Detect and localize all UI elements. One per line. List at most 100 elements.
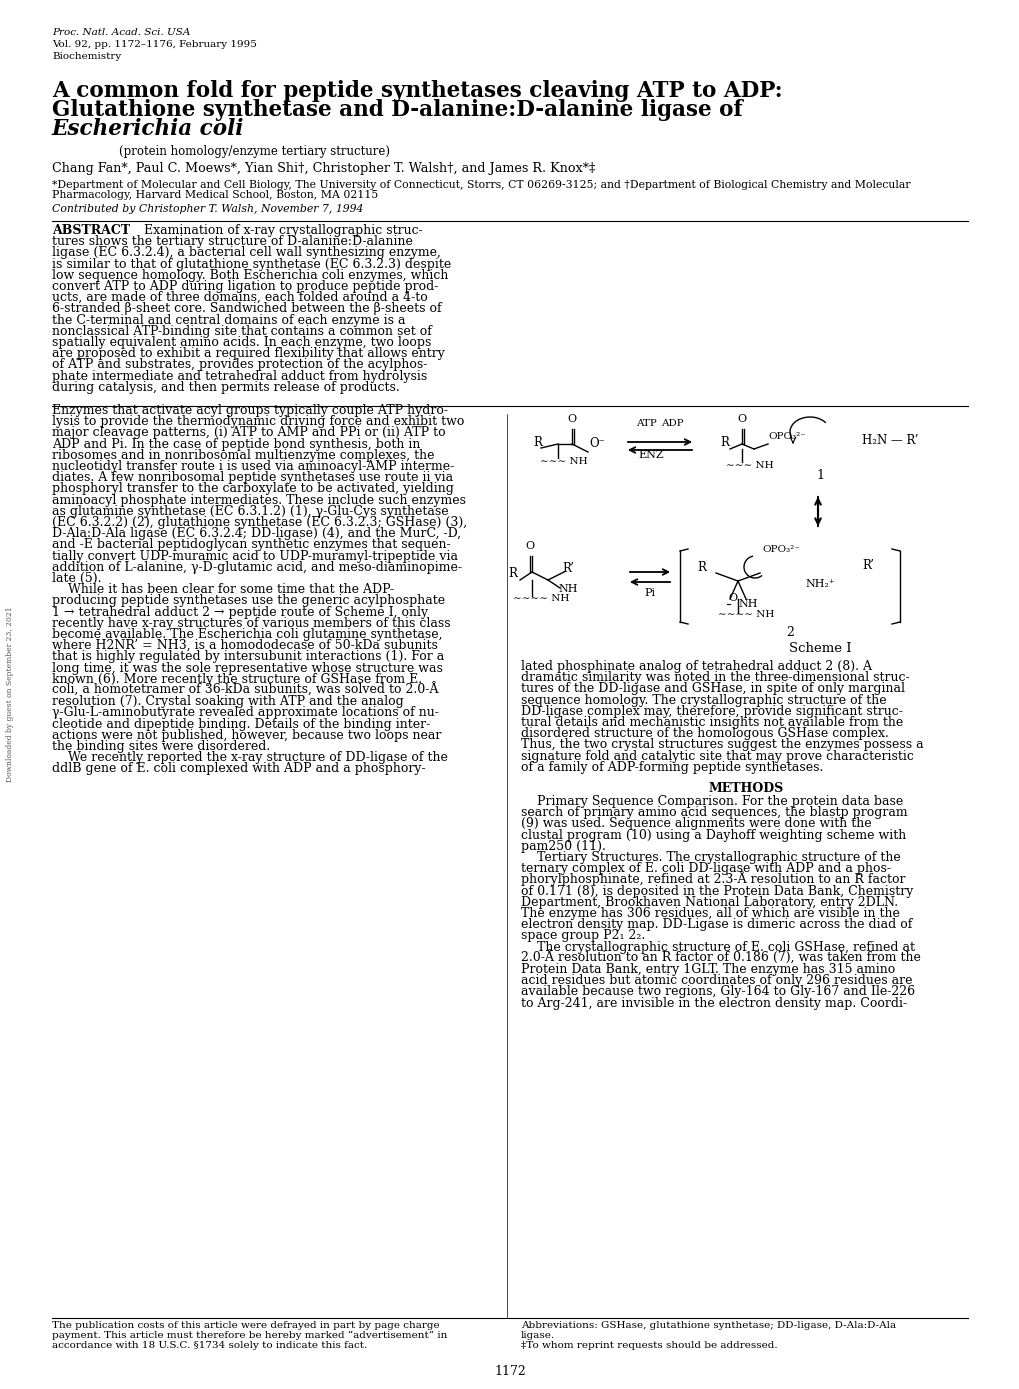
Text: ribosomes and in nonribosomal multienzyme complexes, the: ribosomes and in nonribosomal multienzym… (52, 449, 434, 461)
Text: clustal program (10) using a Dayhoff weighting scheme with: clustal program (10) using a Dayhoff wei… (521, 829, 905, 842)
Text: low sequence homology. Both Escherichia coli enzymes, which: low sequence homology. Both Escherichia … (52, 269, 448, 282)
Text: R: R (533, 436, 541, 449)
Text: is similar to that of glutathione synthetase (EC 6.3.2.3) despite: is similar to that of glutathione synthe… (52, 257, 450, 271)
Text: (EC 6.3.2.2) (2), glutathione synthetase (EC 6.3.2.3; GSHase) (3),: (EC 6.3.2.2) (2), glutathione synthetase… (52, 515, 467, 529)
Text: ligase (EC 6.3.2.4), a bacterial cell wall synthesizing enzyme,: ligase (EC 6.3.2.4), a bacterial cell wa… (52, 246, 440, 260)
Text: ligase.: ligase. (521, 1331, 554, 1340)
Text: Protein Data Bank, entry 1GLT. The enzyme has 315 amino: Protein Data Bank, entry 1GLT. The enzym… (521, 963, 895, 976)
Text: NH₂⁺: NH₂⁺ (804, 579, 834, 589)
Text: While it has been clear for some time that the ADP-: While it has been clear for some time th… (52, 583, 393, 596)
Text: 2.0-Å resolution to an R factor of 0.186 (7), was taken from the: 2.0-Å resolution to an R factor of 0.186… (521, 950, 920, 965)
Text: Biochemistry: Biochemistry (52, 51, 121, 61)
Text: 6-stranded β-sheet core. Sandwiched between the β-sheets of: 6-stranded β-sheet core. Sandwiched betw… (52, 303, 441, 315)
Text: long time, it was the sole representative whose structure was: long time, it was the sole representativ… (52, 661, 442, 675)
Text: major cleavage patterns, (i) ATP to AMP and PPi or (ii) ATP to: major cleavage patterns, (i) ATP to AMP … (52, 426, 445, 439)
Text: D-Ala:D-Ala ligase (EC 6.3.2.4; DD-ligase) (4), and the MurC, -D,: D-Ala:D-Ala ligase (EC 6.3.2.4; DD-ligas… (52, 528, 461, 540)
Text: Escherichia coli: Escherichia coli (52, 118, 245, 140)
Text: phorylphosphinate, refined at 2.3-Å resolution to an R factor: phorylphosphinate, refined at 2.3-Å reso… (521, 871, 905, 886)
Text: pam250 (11).: pam250 (11). (521, 840, 605, 853)
Text: tural details and mechanistic insights not available from the: tural details and mechanistic insights n… (521, 715, 903, 729)
Text: resolution (7). Crystal soaking with ATP and the analog: resolution (7). Crystal soaking with ATP… (52, 696, 404, 708)
Text: NH: NH (738, 599, 757, 608)
Text: OPO₃²⁻: OPO₃²⁻ (761, 544, 799, 554)
Text: (protein homology/enzyme tertiary structure): (protein homology/enzyme tertiary struct… (119, 144, 390, 158)
Text: coli, a homotetramer of 36-kDa subunits, was solved to 2.0-Å: coli, a homotetramer of 36-kDa subunits,… (52, 683, 438, 697)
Text: ddlB gene of E. coli complexed with ADP and a phosphory-: ddlB gene of E. coli complexed with ADP … (52, 763, 425, 775)
Text: ucts, are made of three domains, each folded around a 4-to: ucts, are made of three domains, each fo… (52, 292, 427, 304)
Text: 1 → tetrahedral adduct 2 → peptide route of Scheme I, only: 1 → tetrahedral adduct 2 → peptide route… (52, 606, 428, 618)
Text: ∼∼∼ NH: ∼∼∼ NH (726, 461, 772, 469)
Text: of ATP and substrates, provides protection of the acylphos-: of ATP and substrates, provides protecti… (52, 358, 427, 371)
Text: ∼∼∼∼ NH: ∼∼∼∼ NH (717, 610, 773, 619)
Text: ∼∼∼∼ NH: ∼∼∼∼ NH (513, 594, 569, 603)
Text: Department, Brookhaven National Laboratory, entry 2DLN.: Department, Brookhaven National Laborato… (521, 896, 898, 908)
Text: phosphoryl transfer to the carboxylate to be activated, yielding: phosphoryl transfer to the carboxylate t… (52, 482, 453, 496)
Text: lysis to provide the thermodynamic driving force and exhibit two: lysis to provide the thermodynamic drivi… (52, 415, 464, 428)
Text: The publication costs of this article were defrayed in part by page charge: The publication costs of this article we… (52, 1321, 439, 1331)
Text: available because two regions, Gly-164 to Gly-167 and Ile-226: available because two regions, Gly-164 t… (521, 985, 914, 999)
Text: phate intermediate and tetrahedral adduct from hydrolysis: phate intermediate and tetrahedral adduc… (52, 369, 427, 382)
Text: O: O (737, 414, 746, 424)
Text: as glutamine synthetase (EC 6.3.1.2) (1), γ-Glu-Cys synthetase: as glutamine synthetase (EC 6.3.1.2) (1)… (52, 504, 448, 518)
Text: lated phosphinate analog of tetrahedral adduct 2 (8). A: lated phosphinate analog of tetrahedral … (521, 660, 871, 674)
Text: acid residues but atomic coordinates of only 296 residues are: acid residues but atomic coordinates of … (521, 974, 912, 988)
Text: ADP and Pi. In the case of peptide bond synthesis, both in: ADP and Pi. In the case of peptide bond … (52, 438, 420, 450)
Text: search of primary amino acid sequences, the blastp program: search of primary amino acid sequences, … (521, 806, 907, 820)
Text: Contributed by Christopher T. Walsh, November 7, 1994: Contributed by Christopher T. Walsh, Nov… (52, 204, 363, 214)
Text: disordered structure of the homologous GSHase complex.: disordered structure of the homologous G… (521, 728, 888, 740)
Text: Primary Sequence Comparison. For the protein data base: Primary Sequence Comparison. For the pro… (521, 795, 903, 808)
Text: 1172: 1172 (493, 1365, 526, 1378)
Text: actions were not published, however, because two loops near: actions were not published, however, bec… (52, 729, 441, 742)
Text: are proposed to exhibit a required flexibility that allows entry: are proposed to exhibit a required flexi… (52, 347, 444, 360)
Text: ‡To whom reprint requests should be addressed.: ‡To whom reprint requests should be addr… (521, 1340, 776, 1350)
Text: R’: R’ (561, 563, 574, 575)
Text: to Arg-241, are invisible in the electron density map. Coordi-: to Arg-241, are invisible in the electro… (521, 996, 906, 1010)
Text: (9) was used. Sequence alignments were done with the: (9) was used. Sequence alignments were d… (521, 817, 871, 831)
Text: 2: 2 (786, 626, 793, 639)
Text: We recently reported the x-ray structure of DD-ligase of the: We recently reported the x-ray structure… (52, 751, 447, 764)
Text: recently have x-ray structures of various members of this class: recently have x-ray structures of variou… (52, 617, 450, 629)
Text: Thus, the two crystal structures suggest the enzymes possess a: Thus, the two crystal structures suggest… (521, 739, 923, 751)
Text: accordance with 18 U.S.C. §1734 solely to indicate this fact.: accordance with 18 U.S.C. §1734 solely t… (52, 1340, 367, 1350)
Text: ternary complex of E. coli DD-ligase with ADP and a phos-: ternary complex of E. coli DD-ligase wit… (521, 863, 891, 875)
Text: sequence homology. The crystallographic structure of the: sequence homology. The crystallographic … (521, 693, 886, 707)
Text: Pharmacology, Harvard Medical School, Boston, MA 02115: Pharmacology, Harvard Medical School, Bo… (52, 190, 378, 200)
Text: tially convert UDP-muramic acid to UDP-muramyl-tripeptide via: tially convert UDP-muramic acid to UDP-m… (52, 550, 458, 563)
Text: tures of the DD-ligase and GSHase, in spite of only marginal: tures of the DD-ligase and GSHase, in sp… (521, 682, 904, 696)
Text: of 0.171 (8), is deposited in the Protein Data Bank, Chemistry: of 0.171 (8), is deposited in the Protei… (521, 885, 912, 897)
Text: where H2NR’ = NH3, is a homododecase of 50-kDa subunits: where H2NR’ = NH3, is a homododecase of … (52, 639, 437, 653)
Text: aminoacyl phosphate intermediates. These include such enzymes: aminoacyl phosphate intermediates. These… (52, 493, 466, 507)
Text: late (5).: late (5). (52, 572, 102, 585)
Text: R: R (507, 567, 517, 581)
Text: ABSTRACT: ABSTRACT (52, 224, 130, 238)
Text: space group P2₁ 2₂.: space group P2₁ 2₂. (521, 929, 645, 942)
Text: of a family of ADP-forming peptide synthetases.: of a family of ADP-forming peptide synth… (521, 761, 822, 774)
Text: dramatic similarity was noted in the three-dimensional struc-: dramatic similarity was noted in the thr… (521, 671, 909, 685)
Text: *Department of Molecular and Cell Biology, The University of Connecticut, Storrs: *Department of Molecular and Cell Biolog… (52, 181, 910, 190)
Text: ENZ: ENZ (638, 450, 663, 460)
Text: known (6). More recently the structure of GSHase from E.: known (6). More recently the structure o… (52, 672, 422, 686)
Text: Proc. Natl. Acad. Sci. USA: Proc. Natl. Acad. Sci. USA (52, 28, 191, 38)
Text: Downloaded by guest on September 23, 2021: Downloaded by guest on September 23, 202… (6, 607, 14, 782)
Text: NH: NH (557, 583, 577, 594)
Text: O: O (728, 593, 737, 603)
Text: diates. A few nonribosomal peptide synthetases use route ii via: diates. A few nonribosomal peptide synth… (52, 471, 452, 485)
Text: ATP: ATP (636, 419, 656, 428)
Text: Enzymes that activate acyl groups typically couple ATP hydro-: Enzymes that activate acyl groups typica… (52, 404, 447, 417)
Text: O: O (525, 540, 534, 551)
Text: Vol. 92, pp. 1172–1176, February 1995: Vol. 92, pp. 1172–1176, February 1995 (52, 40, 257, 49)
Text: The crystallographic structure of E. coli GSHase, refined at: The crystallographic structure of E. col… (521, 940, 914, 954)
Text: O: O (567, 414, 576, 424)
Text: nonclassical ATP-binding site that contains a common set of: nonclassical ATP-binding site that conta… (52, 325, 431, 338)
Text: the binding sites were disordered.: the binding sites were disordered. (52, 740, 270, 753)
Text: and -E bacterial peptidoglycan synthetic enzymes that sequen-: and -E bacterial peptidoglycan synthetic… (52, 539, 450, 551)
Text: producing peptide synthetases use the generic acylphosphate: producing peptide synthetases use the ge… (52, 594, 444, 607)
Text: convert ATP to ADP during ligation to produce peptide prod-: convert ATP to ADP during ligation to pr… (52, 281, 438, 293)
Text: OPO₃²⁻: OPO₃²⁻ (767, 432, 805, 440)
Text: become available. The Escherichia coli glutamine synthetase,: become available. The Escherichia coli g… (52, 628, 442, 640)
Text: tures shows the tertiary structure of D-alanine:D-alanine: tures shows the tertiary structure of D-… (52, 235, 413, 249)
Text: O⁻: O⁻ (588, 438, 604, 450)
Text: Glutathione synthetase and D-alanine:D-alanine ligase of: Glutathione synthetase and D-alanine:D-a… (52, 99, 742, 121)
Text: Tertiary Structures. The crystallographic structure of the: Tertiary Structures. The crystallographi… (521, 851, 900, 864)
Text: R: R (696, 561, 705, 574)
